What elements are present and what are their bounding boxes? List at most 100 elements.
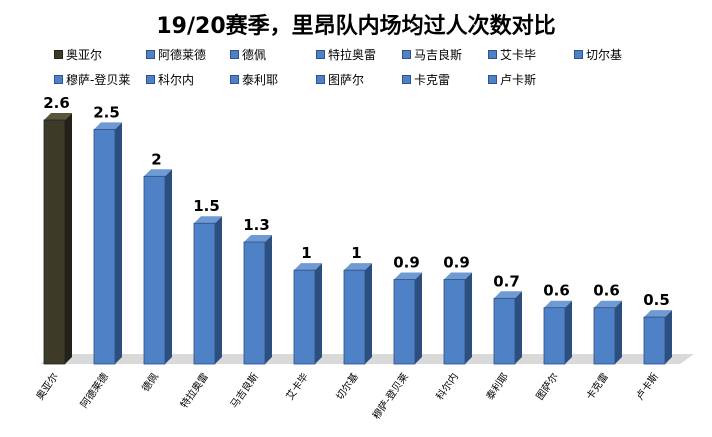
bar xyxy=(43,113,72,365)
legend-item: 马吉良斯 xyxy=(402,46,462,63)
legend-item: 阿德莱德 xyxy=(146,46,206,63)
bar xyxy=(393,272,422,365)
bar-side xyxy=(665,310,672,364)
bar-front xyxy=(443,279,466,365)
bar xyxy=(443,272,472,365)
bar-side xyxy=(115,122,122,364)
bar-value-label: 2.6 xyxy=(43,94,70,112)
bar-value-label: 1.5 xyxy=(193,197,220,215)
bar-value-label: 0.9 xyxy=(393,254,420,272)
bar-value-label: 1 xyxy=(301,244,311,262)
bar-value-label: 0.6 xyxy=(543,282,570,300)
x-tick-label: 科尔内 xyxy=(433,370,461,402)
bar-top xyxy=(344,263,372,271)
bar-front xyxy=(193,222,216,365)
legend-item: 特拉奥雷 xyxy=(316,46,376,63)
x-tick-label: 德佩 xyxy=(139,370,161,394)
bar-front xyxy=(643,316,666,365)
legend-item: 艾卡毕 xyxy=(488,46,536,63)
legend-swatch xyxy=(316,50,325,59)
bar xyxy=(643,310,672,365)
legend-item: 卡克雷 xyxy=(402,71,450,88)
bar-top xyxy=(194,216,222,224)
bar xyxy=(593,300,622,365)
legend-swatch xyxy=(54,50,63,59)
legend-item: 德佩 xyxy=(230,46,266,63)
legend-label: 特拉奥雷 xyxy=(328,48,377,62)
bar-side xyxy=(215,216,222,364)
bar-value-label: 2 xyxy=(151,150,161,168)
bar-front xyxy=(593,307,616,365)
legend-swatch xyxy=(54,75,63,84)
x-tick-label: 切尔基 xyxy=(333,370,361,402)
legend-swatch xyxy=(402,50,411,59)
x-tick-label: 图萨尔 xyxy=(533,370,561,402)
legend-label: 切尔基 xyxy=(586,48,623,62)
bar-top xyxy=(94,122,122,130)
legend-swatch xyxy=(402,75,411,84)
bar-front xyxy=(143,175,166,365)
legend-label: 奥亚尔 xyxy=(66,48,103,62)
x-tick-label: 卡克雷 xyxy=(583,370,611,402)
bar-side xyxy=(365,263,372,364)
legend-label: 艾卡毕 xyxy=(500,48,537,62)
bar-side xyxy=(265,235,272,364)
bar xyxy=(93,122,122,365)
x-tick-label: 阿德莱德 xyxy=(77,370,111,410)
legend-item: 泰利耶 xyxy=(230,71,278,88)
legend-label: 图萨尔 xyxy=(328,73,365,87)
bar-top xyxy=(594,300,622,308)
x-tick-label: 卢卡斯 xyxy=(633,370,661,402)
bar-top xyxy=(394,272,422,280)
bar-top xyxy=(144,169,172,177)
bar-front xyxy=(93,128,116,365)
bar-value-label: 0.9 xyxy=(443,254,470,272)
bar-top xyxy=(294,263,322,271)
bar-front xyxy=(293,269,316,365)
x-tick-label: 泰利耶 xyxy=(483,370,511,402)
bar-side xyxy=(315,263,322,364)
bar xyxy=(193,216,222,365)
bar-top xyxy=(544,300,572,308)
bar-front xyxy=(543,307,566,365)
legend-label: 马吉良斯 xyxy=(414,48,463,62)
x-tick-label: 特拉奥雷 xyxy=(177,370,211,410)
legend-swatch xyxy=(230,75,239,84)
bar xyxy=(243,235,272,365)
bar-front xyxy=(43,119,66,365)
bar-value-label: 2.5 xyxy=(93,103,120,121)
bar-top xyxy=(244,235,272,242)
legend-swatch xyxy=(146,50,155,59)
bar xyxy=(343,263,372,365)
bar-value-label: 0.6 xyxy=(593,282,620,300)
bar-front xyxy=(243,241,266,365)
legend-swatch xyxy=(488,75,497,84)
bar-value-label: 1.3 xyxy=(243,216,270,234)
bar-top xyxy=(444,272,472,280)
legend-label: 泰利耶 xyxy=(242,73,279,87)
x-tick-label: 穆萨-登贝莱 xyxy=(370,370,411,421)
bar-top xyxy=(44,113,72,120)
chart-title: 19/20赛季，里昂队内场均过人次数对比 xyxy=(156,14,556,39)
legend-item: 图萨尔 xyxy=(316,71,364,88)
x-tick-label: 奥亚尔 xyxy=(33,370,61,402)
legend-swatch xyxy=(230,50,239,59)
legend-item: 穆萨-登贝莱 xyxy=(54,71,130,88)
bar-side xyxy=(465,272,472,364)
bar-front xyxy=(493,297,516,365)
bar-top xyxy=(644,310,672,318)
legend-label: 卢卡斯 xyxy=(500,73,537,87)
bar-side xyxy=(565,300,572,364)
legend-label: 德佩 xyxy=(242,48,267,62)
bar-side xyxy=(165,169,172,364)
legend-label: 科尔内 xyxy=(158,73,195,87)
bar-front xyxy=(343,269,366,365)
bar-side xyxy=(615,300,622,364)
bar xyxy=(493,291,522,365)
bar xyxy=(143,169,172,365)
legend-swatch xyxy=(316,75,325,84)
bar-side xyxy=(65,113,72,364)
bar xyxy=(543,300,572,365)
legend-swatch xyxy=(488,50,497,59)
